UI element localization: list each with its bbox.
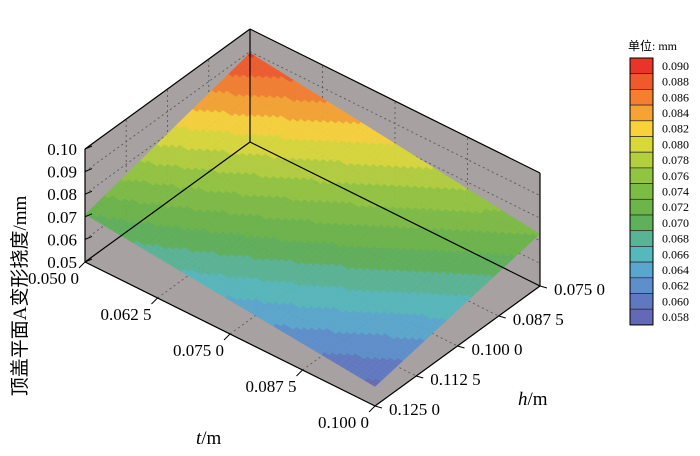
legend-label: 0.086	[662, 90, 689, 104]
legend-label: 0.074	[662, 184, 689, 198]
legend-swatch	[629, 293, 654, 310]
legend-label: 0.080	[662, 137, 689, 151]
surface	[85, 52, 540, 387]
x-tick-mark	[296, 369, 303, 377]
legend-label: 0.060	[662, 294, 689, 308]
y-tick-label: 0.087 5	[513, 310, 564, 329]
y-tick-label: 0.075 0	[554, 280, 605, 299]
z-tick-label: 0.10	[47, 140, 77, 159]
x-tick-label: 0.075 0	[173, 341, 224, 360]
legend-label: 0.076	[662, 169, 689, 183]
legend-swatch	[629, 104, 654, 122]
legend-swatch	[629, 214, 654, 232]
z-axis-title: 顶盖平面A变形挠度/mm	[9, 196, 31, 397]
legend-label: 0.072	[662, 200, 689, 214]
legend-swatch	[629, 120, 654, 137]
x-tick-label: 0.050 0	[28, 269, 79, 288]
legend-swatch	[629, 246, 654, 263]
legend-swatch	[629, 73, 654, 90]
y-tick-mark	[374, 405, 383, 409]
legend-label: 0.082	[662, 122, 689, 136]
y-tick-mark	[416, 375, 424, 379]
legend-swatch	[629, 308, 654, 326]
z-tick-label: 0.07	[47, 208, 77, 227]
legend-swatch	[629, 89, 654, 106]
x-axis-title: t/m	[196, 428, 222, 449]
y-tick-label: 0.112 5	[430, 370, 480, 389]
legend-swatch	[629, 151, 654, 169]
legend-swatch	[629, 136, 654, 153]
x-tick-mark	[223, 333, 231, 341]
y-tick-mark	[539, 285, 548, 289]
y-axis-title: h/m	[518, 389, 548, 410]
z-tick-label: 0.08	[47, 185, 77, 204]
legend-label: 0.070	[662, 216, 689, 230]
y-tick-mark	[498, 315, 506, 319]
legend-swatch	[629, 57, 654, 75]
x-tick-label: 0.087 5	[246, 377, 297, 396]
legend-swatch	[629, 230, 654, 247]
x-tick-mark	[151, 297, 158, 305]
legend-label: 0.064	[662, 263, 689, 277]
y-tick-mark	[457, 345, 465, 349]
x-axis-unit: /m	[201, 428, 221, 449]
x-tick-mark	[368, 405, 376, 413]
legend-label: 0.088	[662, 75, 689, 89]
legend-label: 0.068	[662, 232, 689, 246]
legend-swatch	[629, 261, 654, 279]
legend-swatch	[629, 198, 654, 216]
legend-label: 0.084	[662, 106, 689, 120]
legend-label: 0.058	[662, 310, 689, 324]
legend-label: 0.066	[662, 247, 689, 261]
y-axis-var: h	[518, 389, 528, 410]
x-tick-label: 0.062 5	[101, 305, 152, 324]
z-tick-label: 0.06	[47, 230, 77, 249]
x-tick-mark	[78, 261, 86, 269]
legend-label: 0.078	[662, 153, 689, 167]
legend-swatch	[629, 167, 654, 184]
legend-swatch	[629, 183, 654, 200]
legend-swatch	[629, 277, 654, 294]
legend-title: 单位: mm	[628, 38, 678, 53]
legend-label: 0.090	[662, 59, 689, 73]
z-tick-label: 0.09	[47, 163, 77, 182]
y-axis-unit: /m	[528, 389, 548, 410]
x-tick-label: 0.100 0	[318, 413, 369, 432]
y-tick-label: 0.125 0	[389, 400, 440, 419]
gridline-z-left	[84, 51, 251, 172]
legend-label: 0.062	[662, 279, 689, 293]
y-tick-label: 0.100 0	[472, 340, 523, 359]
